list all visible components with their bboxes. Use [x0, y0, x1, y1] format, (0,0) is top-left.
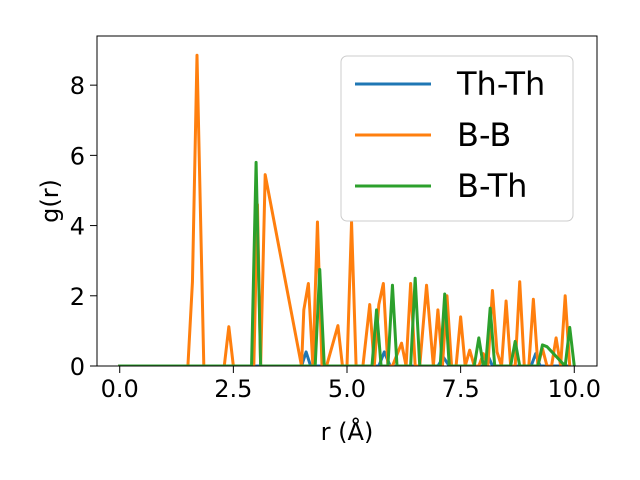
x-tick-label: 2.5 [214, 375, 252, 403]
legend: Th-Th B-B B-Th [340, 55, 574, 222]
x-tick-label: 5.0 [328, 375, 366, 403]
series-line-b-th [118, 160, 576, 366]
legend-label-th-th: Th-Th [456, 65, 545, 103]
legend-label-b-th: B-Th [457, 167, 527, 205]
y-tick-label: 6 [70, 142, 85, 170]
x-tick-label: 0.0 [101, 375, 139, 403]
y-axis-label: g(r) [36, 179, 64, 223]
y-tick-label: 0 [70, 353, 85, 381]
x-axis-label: r (Å) [321, 417, 374, 446]
y-tick-label: 4 [70, 213, 85, 241]
legend-box [340, 55, 574, 222]
x-axis-ticks: 0.0 2.5 5.0 7.5 10.0 [101, 366, 601, 403]
x-tick-label: 10.0 [548, 375, 601, 403]
x-tick-label: 7.5 [442, 375, 480, 403]
series-layer [118, 53, 576, 366]
y-axis-ticks: 0 2 4 6 8 [70, 72, 97, 381]
y-tick-label: 8 [70, 72, 85, 100]
legend-label-b-b: B-B [457, 116, 511, 154]
y-tick-label: 2 [70, 283, 85, 311]
